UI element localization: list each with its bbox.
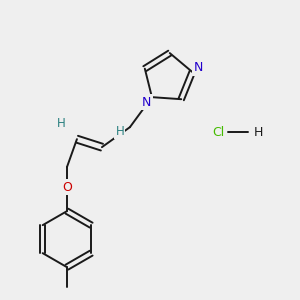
Text: H: H (253, 125, 263, 139)
Text: H: H (116, 125, 124, 138)
Text: N: N (142, 96, 152, 109)
Text: Cl: Cl (212, 125, 224, 139)
Text: N: N (194, 61, 203, 74)
Text: O: O (62, 181, 72, 194)
Text: H: H (57, 117, 65, 130)
